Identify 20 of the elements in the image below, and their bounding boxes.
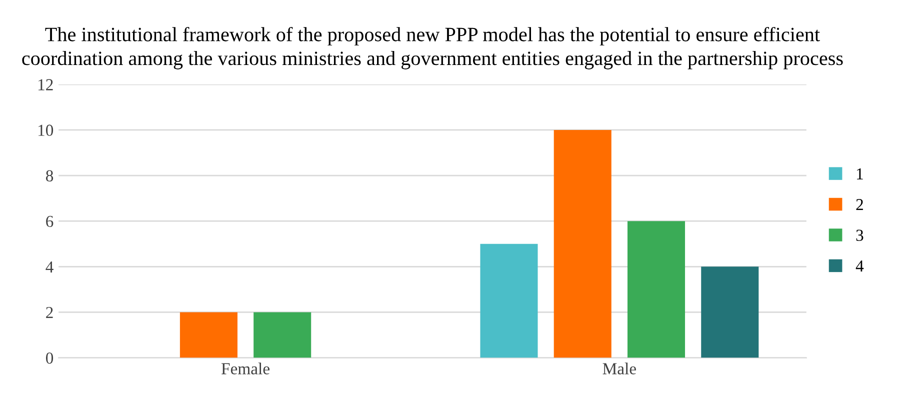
bar: [254, 312, 312, 358]
y-tick-label: 0: [46, 352, 54, 364]
bar: [180, 312, 238, 358]
bar: [701, 266, 759, 358]
bar: [480, 244, 538, 358]
legend-label: 4: [856, 260, 864, 272]
y-tick-label: 4: [46, 261, 54, 272]
chart-title: The institutional framework of the proposed new PPP model has the potential to ensure efficient coordination among the various ministries and government entities engaged in the partnership process: [22, 26, 843, 70]
y-tick-label: 10: [38, 124, 54, 136]
legend-label: 2: [856, 199, 863, 210]
y-tick-label: 8: [46, 170, 54, 182]
x-tick-label: Male: [602, 362, 636, 374]
y-tick-label: 6: [46, 216, 54, 228]
bar: [554, 130, 612, 358]
y-tick-label: 12: [38, 79, 53, 90]
x-tick-label: Female: [221, 362, 270, 374]
legend-label: 3: [856, 230, 864, 241]
legend-label: 1: [857, 168, 863, 180]
bar: [627, 221, 686, 358]
y-tick-label: 2: [46, 306, 53, 318]
